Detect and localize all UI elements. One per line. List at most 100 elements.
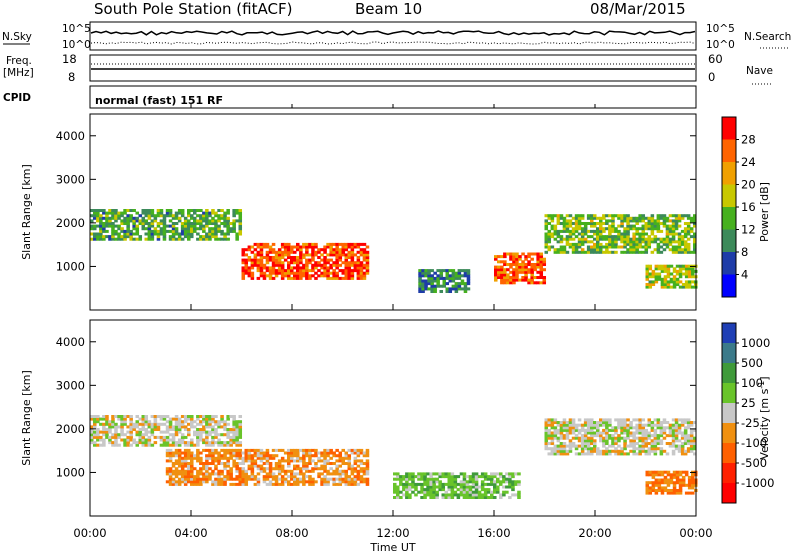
heatmap-cell bbox=[174, 469, 179, 473]
heatmap-cell bbox=[90, 232, 94, 236]
heatmap-cell bbox=[623, 431, 627, 435]
heatmap-cell bbox=[135, 443, 140, 447]
heatmap-cell bbox=[326, 462, 330, 466]
heatmap-cell bbox=[614, 452, 618, 456]
heatmap-cell bbox=[208, 415, 212, 419]
heatmap-cell bbox=[187, 462, 191, 466]
heatmap-cell bbox=[530, 252, 534, 256]
heatmap-cell bbox=[153, 216, 158, 220]
heatmap-cell bbox=[608, 227, 612, 231]
heatmap-cell bbox=[653, 449, 658, 453]
heatmap-cell bbox=[602, 439, 606, 443]
heatmap-cell bbox=[138, 222, 143, 226]
heatmap-cell bbox=[238, 214, 243, 218]
heatmap-cell bbox=[144, 227, 149, 231]
heatmap-cell bbox=[126, 209, 130, 213]
heatmap-cell bbox=[580, 439, 585, 443]
heatmap-cell bbox=[241, 469, 246, 473]
heatmap-cell bbox=[645, 486, 650, 490]
heatmap-cell bbox=[241, 467, 246, 471]
heatmap-cell bbox=[196, 219, 200, 223]
heatmap-cell bbox=[271, 269, 276, 273]
heatmap-cell bbox=[141, 224, 146, 228]
heatmap-cell bbox=[638, 250, 642, 254]
heatmap-cell bbox=[562, 428, 567, 432]
heatmap-cell bbox=[421, 279, 425, 283]
heatmap-cell bbox=[632, 426, 636, 430]
heatmap-cell bbox=[238, 433, 243, 437]
heatmap-cell bbox=[681, 481, 686, 485]
heatmap-cell bbox=[180, 222, 185, 226]
heatmap-cell bbox=[190, 422, 194, 426]
heatmap-cell bbox=[265, 467, 270, 471]
heatmap-cell bbox=[111, 229, 115, 233]
heatmap-cell bbox=[660, 280, 665, 284]
heatmap-cell bbox=[439, 276, 444, 280]
heatmap-cell bbox=[183, 229, 188, 233]
nave-tick-high: 60 bbox=[708, 52, 723, 66]
heatmap-cell bbox=[448, 276, 453, 280]
heatmap-cell bbox=[662, 248, 667, 252]
heatmap-cell bbox=[365, 448, 370, 452]
heatmap-cell bbox=[663, 285, 668, 289]
heatmap-cell bbox=[680, 444, 685, 448]
heatmap-cell bbox=[524, 265, 528, 269]
heatmap-cell bbox=[168, 224, 173, 228]
heatmap-cell bbox=[660, 285, 665, 289]
heatmap-cell bbox=[220, 417, 224, 421]
heatmap-cell bbox=[483, 482, 488, 486]
heatmap-cell bbox=[505, 472, 509, 476]
heatmap-cell bbox=[187, 214, 191, 218]
heatmap-cell bbox=[474, 485, 479, 489]
heatmap-cell bbox=[120, 415, 124, 419]
heatmap-cell bbox=[90, 227, 94, 231]
heatmap-cell bbox=[99, 214, 103, 218]
heatmap-cell bbox=[547, 436, 552, 440]
heatmap-cell bbox=[590, 434, 594, 438]
heatmap-cell bbox=[691, 272, 695, 276]
heatmap-cell bbox=[305, 269, 309, 273]
heatmap-cell bbox=[90, 415, 94, 419]
heatmap-cell bbox=[451, 287, 456, 291]
heatmap-cell bbox=[117, 417, 121, 421]
heatmap-cell bbox=[296, 454, 300, 458]
heatmap-cell bbox=[362, 274, 367, 278]
heatmap-cell bbox=[199, 224, 203, 228]
heatmap-cell bbox=[353, 469, 358, 473]
heatmap-cell bbox=[515, 270, 519, 274]
heatmap-cell bbox=[556, 423, 561, 427]
heatmap-cell bbox=[162, 438, 167, 442]
heatmap-cell bbox=[338, 253, 343, 257]
heatmap-cell bbox=[268, 462, 273, 466]
heatmap-cell bbox=[208, 451, 212, 455]
heatmap-cell bbox=[691, 269, 695, 273]
heatmap-cell bbox=[190, 451, 194, 455]
heatmap-cell bbox=[223, 224, 227, 228]
heatmap-cell bbox=[274, 475, 279, 479]
heatmap-cell bbox=[436, 282, 440, 286]
heatmap-cell bbox=[550, 245, 555, 249]
heatmap-cell bbox=[665, 216, 670, 220]
heatmap-cell bbox=[329, 451, 333, 455]
heatmap-cell bbox=[196, 451, 200, 455]
heatmap-cell bbox=[317, 472, 321, 476]
heatmap-cell bbox=[153, 435, 158, 439]
heatmap-cell bbox=[480, 480, 485, 484]
heatmap-cell bbox=[223, 219, 227, 223]
heatmap-cell bbox=[527, 252, 531, 256]
heatmap-cell bbox=[326, 480, 330, 484]
heatmap-cell bbox=[226, 475, 230, 479]
heatmap-cell bbox=[408, 493, 412, 497]
heatmap-cell bbox=[438, 475, 442, 479]
heatmap-cell bbox=[493, 490, 497, 494]
heatmap-cell bbox=[617, 224, 621, 228]
heatmap-cell bbox=[280, 245, 285, 249]
heatmap-cell bbox=[302, 274, 306, 278]
heatmap-cell bbox=[159, 232, 164, 236]
heatmap-cell bbox=[311, 256, 315, 260]
heatmap-cell bbox=[144, 438, 149, 442]
heatmap-cell bbox=[494, 278, 498, 282]
heatmap-cell bbox=[683, 426, 688, 430]
heatmap-cell bbox=[577, 214, 582, 218]
heatmap-cell bbox=[450, 493, 455, 497]
